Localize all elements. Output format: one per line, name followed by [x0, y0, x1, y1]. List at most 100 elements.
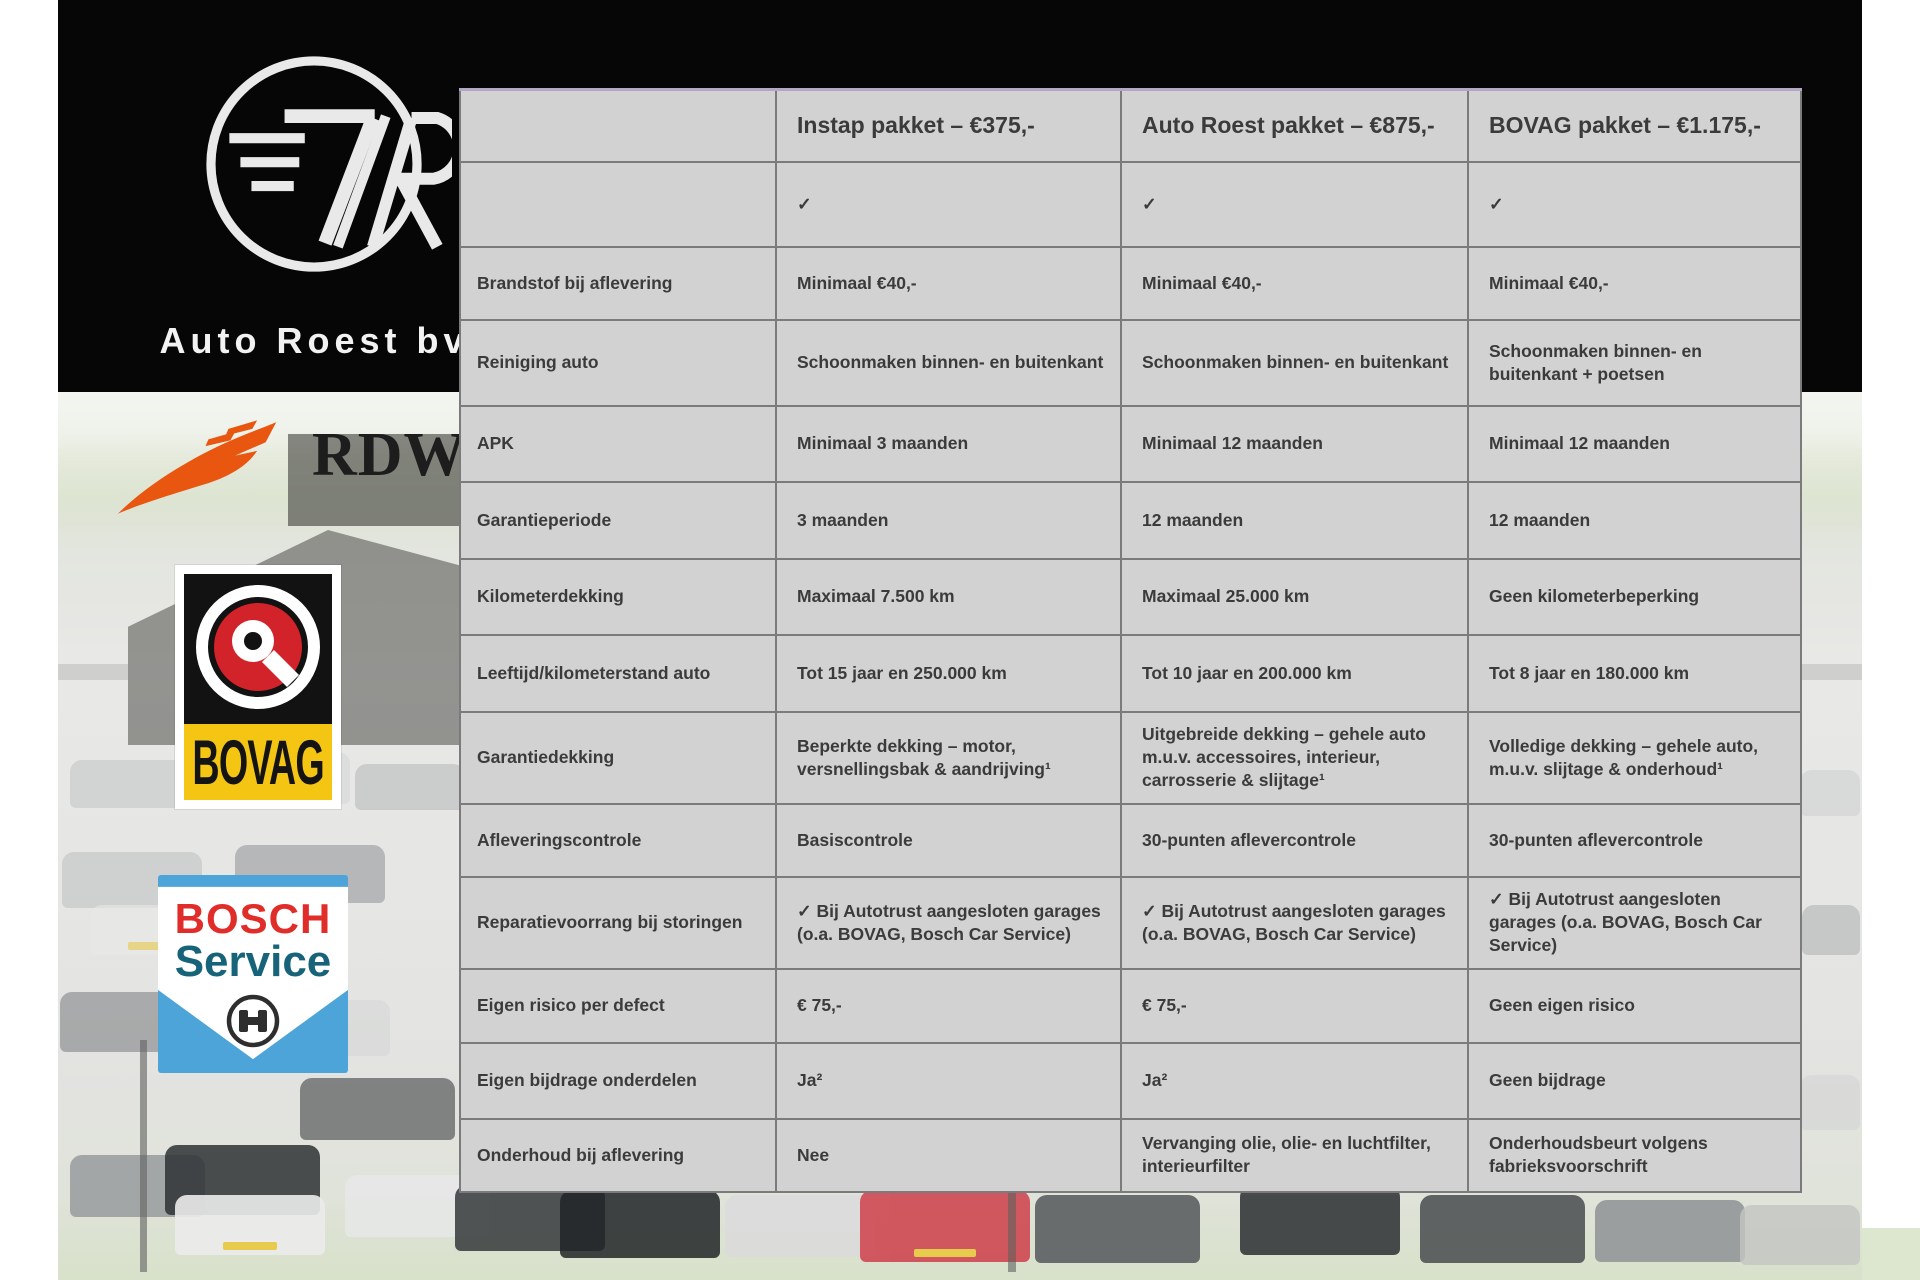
cell-value: Schoonmaken binnen- en buitenkant: [1120, 318, 1469, 407]
bovag-q-icon: [184, 574, 332, 724]
table-row: APK Minimaal 3 maanden Minimaal 12 maanden…: [459, 404, 1802, 483]
cell-value: Minimaal 3 maanden: [775, 404, 1122, 483]
row-label: Leeftijd/kilometerstand auto: [459, 633, 777, 713]
cell-value: Maximaal 25.000 km: [1120, 557, 1469, 636]
cell-value: Onderhoudsbeurt volgens fabrieksvoorschr…: [1467, 1117, 1802, 1193]
cell-value: Minimaal €40,-: [775, 245, 1122, 321]
cell-value: € 75,-: [1120, 967, 1469, 1044]
row-label: Garantiedekking: [459, 710, 777, 805]
car-shape: [725, 1195, 875, 1257]
table-row: Reparatievoorrang bij storingen ✓ Bij Aut…: [459, 875, 1802, 970]
table-row: Garantieperiode 3 maanden 12 maanden 12 maa…: [459, 480, 1802, 560]
bovag-logo: BOVAG: [175, 565, 341, 809]
bosch-service-label: Service: [174, 937, 332, 986]
row-label: Afleveringscontrole: [459, 802, 777, 878]
bovag-wordmark: BOVAG: [192, 726, 324, 798]
row-label: APK: [459, 404, 777, 483]
cell-value: Schoonmaken binnen- en buitenkant: [775, 318, 1122, 407]
cell-value: Geen eigen risico: [1467, 967, 1802, 1044]
grass-patch: [1862, 1228, 1920, 1280]
table-row: Garantiedekking Beperkte dekking – motor,…: [459, 710, 1802, 805]
cell-value: ✓ Bij Autotrust aangesloten garages (o.a…: [1120, 875, 1469, 970]
car-shape: [1595, 1200, 1745, 1262]
table-row: Afleveringscontrole Basiscontrole 30-punte…: [459, 802, 1802, 878]
license-plate-shape: [223, 1242, 277, 1250]
rdw-wordmark: RDW: [312, 421, 467, 489]
cell-value: 3 maanden: [775, 480, 1122, 560]
cell-value: Beperkte dekking – motor, versnellingsba…: [775, 710, 1122, 805]
cell-value: ✓ Bij Autotrust aangesloten garages (o.a…: [775, 875, 1122, 970]
bovag-wordmark-band: BOVAG: [184, 724, 332, 800]
cell-value: Ja²: [1120, 1041, 1469, 1120]
car-shape: [70, 760, 190, 808]
cell-value: Volledige dekking – gehele auto, m.u.v. …: [1467, 710, 1802, 805]
cell-value: € 75,-: [775, 967, 1122, 1044]
cell-value: Minimaal 12 maanden: [1120, 404, 1469, 483]
rdw-wing-icon: [117, 420, 277, 514]
table-row: ✓ ✓ ✓: [459, 160, 1802, 248]
car-shape: [175, 1195, 325, 1255]
cell-value: ✓: [1120, 160, 1469, 248]
company-name: Auto Roest bv: [159, 320, 469, 361]
car-shape: [1740, 1205, 1860, 1265]
table-row: Leeftijd/kilometerstand auto Tot 15 jaar …: [459, 633, 1802, 713]
row-label: Onderhoud bij aflevering: [459, 1117, 777, 1193]
table-row: Eigen risico per defect € 75,- € 75,- Geen …: [459, 967, 1802, 1044]
cell-value: 30-punten aflevercontrole: [1120, 802, 1469, 878]
cell-value: Vervanging olie, olie- en luchtfilter, i…: [1120, 1117, 1469, 1193]
car-shape: [1420, 1195, 1585, 1263]
car-shape: [1800, 770, 1860, 816]
bosch-service-logo: BOSCH Service: [158, 875, 348, 1073]
row-label: Garantieperiode: [459, 480, 777, 560]
car-shape: [300, 1078, 455, 1140]
cell-value: 12 maanden: [1120, 480, 1469, 560]
cell-value: Tot 8 jaar en 180.000 km: [1467, 633, 1802, 713]
light-pole: [140, 1040, 147, 1272]
row-label: Eigen bijdrage onderdelen: [459, 1041, 777, 1120]
car-shape: [560, 1190, 720, 1258]
car-shape: [1240, 1185, 1400, 1255]
bosch-armature-icon: [226, 994, 280, 1048]
cell-value: Minimaal €40,-: [1120, 245, 1469, 321]
cell-value: Uitgebreide dekking – gehele auto m.u.v.…: [1120, 710, 1469, 805]
row-label: Brandstof bij aflevering: [459, 245, 777, 321]
table-row: Brandstof bij aflevering Minimaal €40,- Mi…: [459, 245, 1802, 321]
cell-value: Tot 10 jaar en 200.000 km: [1120, 633, 1469, 713]
row-label: Kilometerdekking: [459, 557, 777, 636]
cell-value: Ja²: [775, 1041, 1122, 1120]
cell-value: 30-punten aflevercontrole: [1467, 802, 1802, 878]
cell-value: ✓ Bij Autotrust aangesloten garages (o.a…: [1467, 875, 1802, 970]
package-table-body: ✓ ✓ ✓ Brandstof bij aflevering Minimaal €40,…: [459, 160, 1802, 1193]
row-label: Reiniging auto: [459, 318, 777, 407]
table-row: Onderhoud bij aflevering Nee Vervanging ol…: [459, 1117, 1802, 1193]
column-header-bovag-pakket: BOVAG pakket – €1.175,-: [1467, 88, 1802, 163]
row-label: [459, 160, 777, 248]
cell-value: Maximaal 7.500 km: [775, 557, 1122, 636]
car-shape: [1800, 1075, 1860, 1130]
cell-value: Geen bijdrage: [1467, 1041, 1802, 1120]
car-shape: [355, 764, 465, 810]
cell-value: 12 maanden: [1467, 480, 1802, 560]
table-row: Eigen bijdrage onderdelen Ja² Ja² Geen bijd…: [459, 1041, 1802, 1120]
table-row: Kilometerdekking Maximaal 7.500 km Maximaa…: [459, 557, 1802, 636]
cell-value: Geen kilometerbeperking: [1467, 557, 1802, 636]
cell-value: Nee: [775, 1117, 1122, 1193]
cell-value: Minimaal 12 maanden: [1467, 404, 1802, 483]
license-plate-shape: [914, 1249, 976, 1257]
row-label: Reparatievoorrang bij storingen: [459, 875, 777, 970]
cell-value: ✓: [1467, 160, 1802, 248]
bosch-wordmark: BOSCH: [174, 895, 332, 942]
column-header-instap-pakket: Instap pakket – €375,-: [775, 88, 1122, 163]
package-comparison-table: Instap pakket – €375,- Auto Roest pakket…: [459, 88, 1802, 1193]
auto-roest-logo: Auto Roest bv: [58, 0, 464, 392]
cell-value: Minimaal €40,-: [1467, 245, 1802, 321]
auto-roest-monogram-icon: [206, 56, 452, 272]
column-header-auto-roest-pakket: Auto Roest pakket – €875,-: [1120, 88, 1469, 163]
car-shape: [1802, 905, 1860, 955]
rdw-logo: RDW: [112, 414, 652, 534]
column-header-features: [459, 88, 777, 163]
table-row: Reiniging auto Schoonmaken binnen- en bui…: [459, 318, 1802, 407]
cell-value: Schoonmaken binnen- en buitenkant + poet…: [1467, 318, 1802, 407]
car-shape: [1035, 1195, 1200, 1263]
